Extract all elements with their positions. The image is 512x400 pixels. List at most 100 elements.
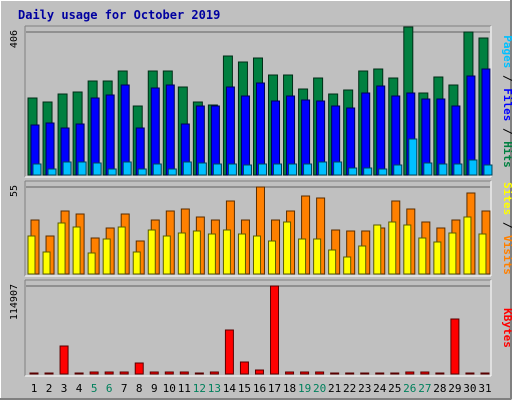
bar-sites-day-3 — [57, 222, 66, 275]
bar-pages-day-16 — [257, 163, 267, 176]
bar-kbytes-day-28 — [435, 372, 445, 375]
bar-files-day-15 — [240, 95, 250, 176]
x-tick-day-22: 22 — [343, 382, 356, 395]
bar-pages-day-25 — [393, 164, 403, 176]
bar-files-day-22 — [346, 107, 356, 176]
bar-files-day-23 — [361, 92, 371, 176]
x-tick-day-12: 12 — [193, 382, 206, 395]
bar-sites-day-23 — [358, 245, 367, 275]
bar-kbytes-day-21 — [330, 372, 340, 375]
bar-pages-day-1 — [32, 163, 42, 176]
bar-pages-day-2 — [47, 168, 57, 176]
bar-files-day-14 — [225, 86, 235, 176]
bar-kbytes-day-8 — [134, 362, 144, 375]
x-tick-day-30: 30 — [463, 382, 476, 395]
legend-label-pages: Pages — [501, 35, 512, 68]
legend-label-sites: Sites — [501, 182, 512, 215]
bar-kbytes-day-27 — [420, 371, 430, 375]
bar-kbytes-day-11 — [179, 371, 189, 375]
bar-sites-day-12 — [192, 230, 201, 275]
y-axis-max-label: 55 — [9, 185, 20, 197]
bar-sites-day-30 — [463, 216, 472, 275]
panel-sites-visits: 55 Sites / Visits — [9, 180, 512, 277]
bar-pages-day-23 — [363, 167, 373, 176]
bar-pages-day-24 — [378, 168, 388, 176]
x-tick-day-10: 10 — [163, 382, 176, 395]
bar-pages-day-9 — [152, 163, 162, 176]
bar-kbytes-day-18 — [285, 371, 295, 375]
bar-kbytes-day-15 — [239, 361, 249, 375]
x-tick-day-7: 7 — [121, 382, 128, 395]
bar-sites-day-26 — [403, 224, 412, 275]
bar-kbytes-day-9 — [149, 371, 159, 375]
x-tick-day-8: 8 — [136, 382, 143, 395]
bar-pages-day-18 — [288, 163, 298, 176]
bar-kbytes-day-26 — [405, 371, 415, 375]
bar-kbytes-day-12 — [194, 372, 204, 375]
x-tick-day-21: 21 — [328, 382, 341, 395]
legend-label-visits: Visits — [501, 235, 512, 275]
bar-sites-day-20 — [313, 238, 322, 275]
bar-sites-day-9 — [147, 229, 156, 275]
bar-sites-day-4 — [72, 226, 81, 275]
bar-files-day-9 — [150, 87, 160, 176]
bar-sites-day-14 — [222, 229, 231, 275]
bar-sites-day-24 — [373, 224, 382, 275]
bar-kbytes-day-22 — [345, 372, 355, 375]
bar-sites-day-18 — [283, 221, 292, 275]
bar-sites-day-8 — [132, 251, 141, 275]
x-tick-day-15: 15 — [238, 382, 251, 395]
x-tick-day-20: 20 — [313, 382, 326, 395]
bar-kbytes-day-20 — [315, 371, 325, 375]
bar-pages-day-29 — [453, 163, 463, 176]
bar-kbytes-day-19 — [300, 371, 310, 375]
bar-kbytes-day-24 — [375, 372, 385, 375]
x-axis-labels: 1 2 3 4 5 6 7 8 9 10 11 12 13 14 15 16 17 18 19 20 21 22 23 24 2… — [31, 382, 492, 395]
bar-kbytes-day-2 — [44, 372, 54, 375]
bar-sites-day-11 — [177, 232, 186, 275]
bar-sites-day-22 — [343, 256, 352, 275]
x-tick-day-29: 29 — [448, 382, 461, 395]
x-tick-day-26: 26 — [403, 382, 416, 395]
x-tick-day-4: 4 — [76, 382, 83, 395]
bar-kbytes-day-1 — [29, 372, 39, 375]
bar-files-day-25 — [391, 95, 401, 176]
bar-sites-day-29 — [448, 232, 457, 275]
bar-files-day-16 — [255, 82, 265, 176]
bar-pages-day-6 — [107, 168, 117, 176]
x-tick-day-27: 27 — [418, 382, 431, 395]
chart-panels: 406 Pages / Files / Hits 55 Sites / Visits 1… — [9, 25, 512, 377]
series-legend: KBytes — [501, 308, 512, 348]
x-tick-day-16: 16 — [253, 382, 266, 395]
bar-pages-day-28 — [438, 163, 448, 176]
x-tick-day-14: 14 — [223, 382, 237, 395]
bar-sites-day-15 — [237, 233, 246, 275]
bar-sites-day-2 — [42, 251, 51, 275]
bar-files-day-6 — [105, 94, 115, 176]
bar-sites-day-25 — [388, 221, 397, 275]
bar-pages-day-11 — [182, 161, 192, 176]
x-tick-day-3: 3 — [61, 382, 68, 395]
bar-kbytes-day-31 — [480, 372, 490, 375]
bar-pages-day-19 — [303, 163, 313, 176]
y-axis-max-label: 406 — [9, 30, 20, 48]
bar-kbytes-day-13 — [209, 371, 219, 375]
bar-sites-day-16 — [252, 235, 261, 275]
bar-sites-day-19 — [298, 238, 307, 275]
bar-kbytes-day-16 — [254, 369, 264, 375]
series-legend: Pages / Files / Hits — [501, 35, 512, 168]
bar-kbytes-day-29 — [450, 318, 460, 375]
bar-sites-day-1 — [27, 235, 36, 275]
bar-pages-day-26 — [408, 138, 418, 176]
panel-pages-files-hits: 406 Pages / Files / Hits — [9, 25, 512, 178]
x-tick-day-17: 17 — [268, 382, 281, 395]
bar-sites-day-28 — [433, 241, 442, 275]
bar-pages-day-14 — [227, 163, 237, 176]
bar-kbytes-day-7 — [119, 371, 129, 375]
bar-pages-day-3 — [62, 161, 72, 176]
bar-sites-day-13 — [207, 233, 216, 275]
bar-pages-day-27 — [423, 162, 433, 176]
bar-pages-day-30 — [468, 159, 478, 176]
bar-files-day-10 — [165, 84, 175, 176]
bar-sites-day-21 — [328, 249, 337, 275]
